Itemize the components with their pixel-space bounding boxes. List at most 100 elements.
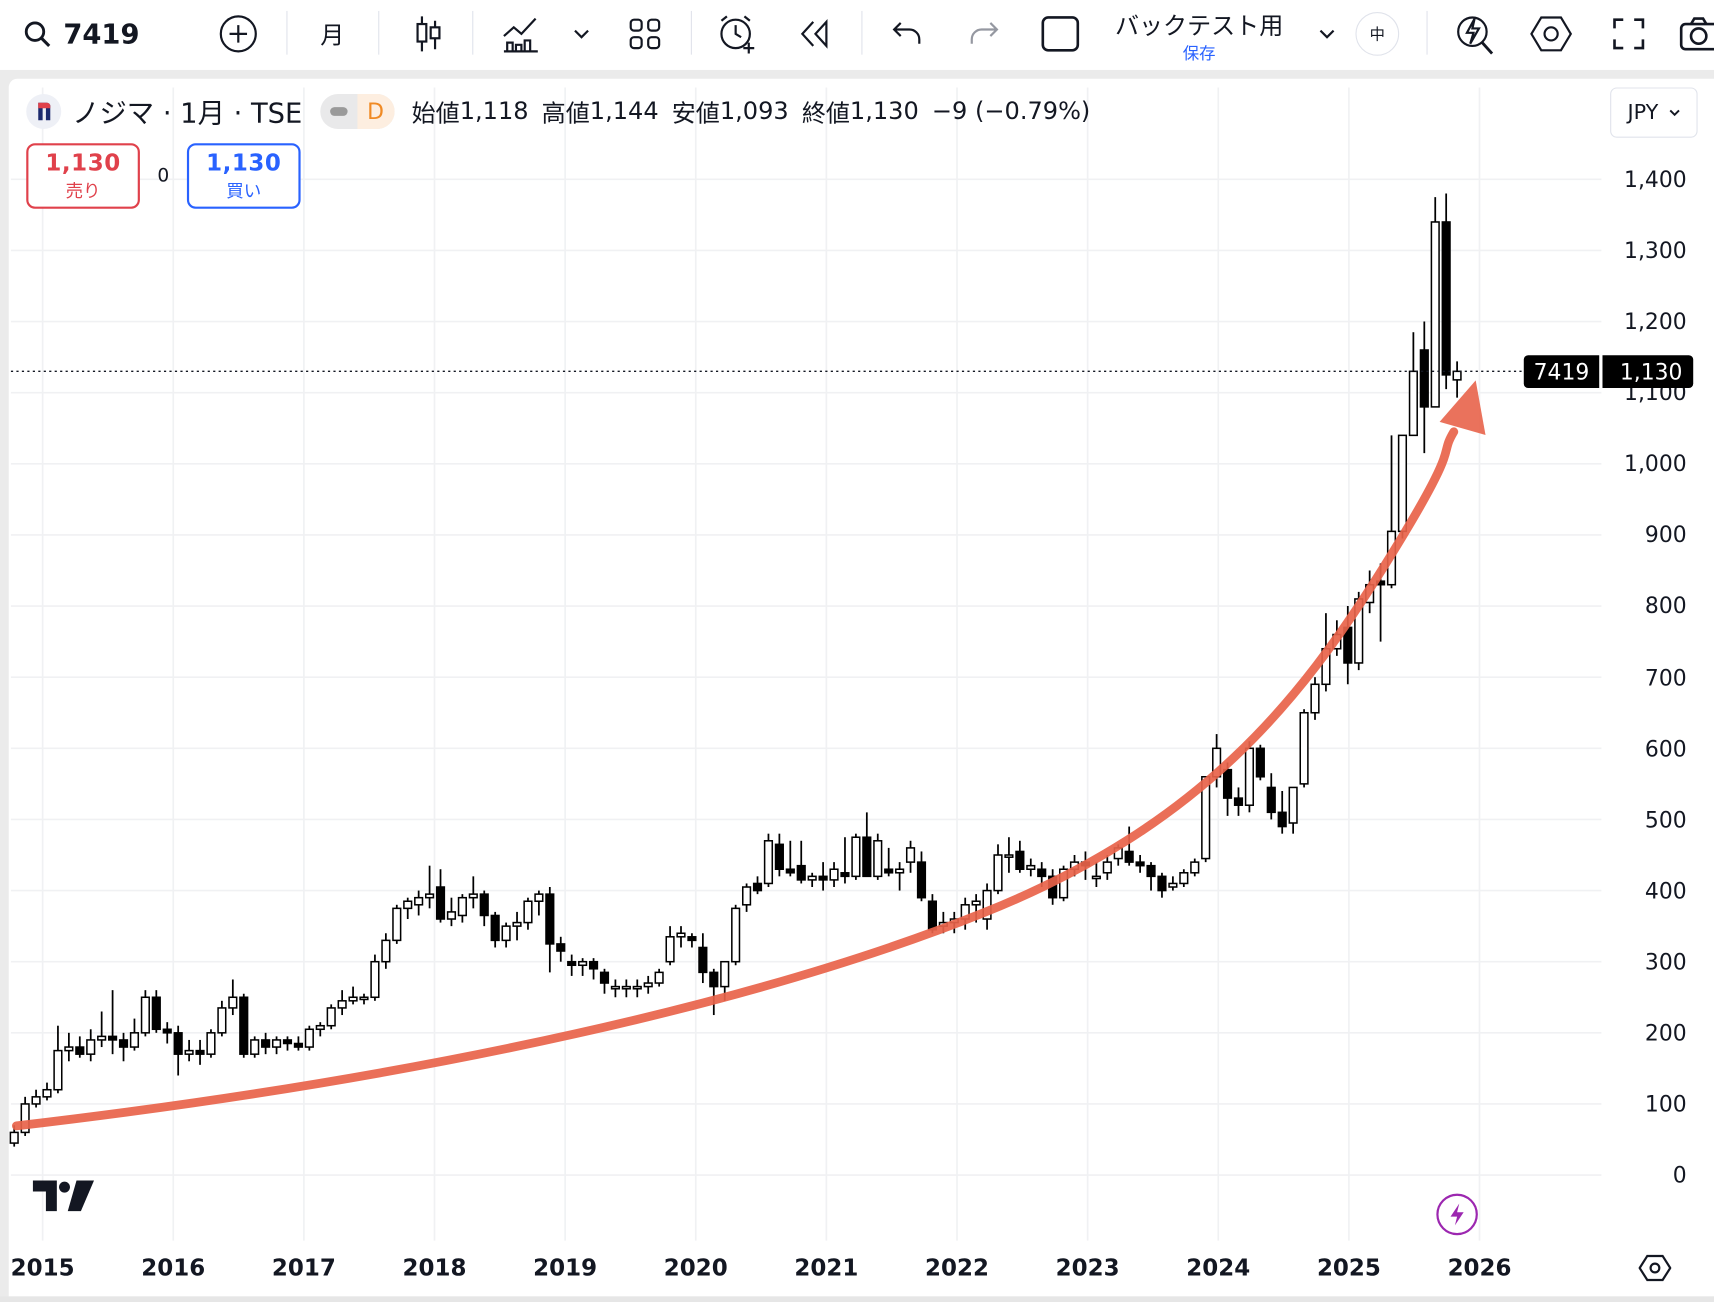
candle-body — [173, 1032, 183, 1055]
candle — [381, 933, 391, 969]
candle — [293, 1036, 304, 1051]
candle-body — [763, 840, 774, 885]
symbol-logo — [26, 94, 62, 129]
data-mode-toggle[interactable]: D — [319, 94, 395, 129]
divider — [286, 10, 288, 55]
candle-body — [1430, 221, 1440, 408]
candle — [523, 897, 533, 930]
candle-body — [9, 1131, 19, 1144]
candle — [1441, 193, 1451, 390]
buy-button[interactable]: 1,130 買い — [186, 143, 301, 209]
fullscreen-button[interactable] — [1607, 13, 1651, 55]
candle-body — [621, 985, 631, 990]
candle — [195, 1039, 205, 1065]
candle — [370, 954, 380, 1001]
candle — [709, 968, 719, 1016]
candle — [107, 990, 118, 1055]
axis-settings-button[interactable] — [1638, 1254, 1672, 1287]
candle-body — [1441, 221, 1451, 376]
candle — [534, 890, 544, 916]
snapshot-button[interactable] — [1679, 13, 1714, 55]
candle — [479, 890, 489, 927]
candle-body — [457, 896, 467, 917]
square-icon — [1041, 16, 1080, 52]
candle-body — [905, 847, 916, 863]
layout-button[interactable] — [623, 13, 667, 55]
symbol-title[interactable]: ノジマ · 1月 · TSE — [72, 97, 303, 129]
save-label[interactable]: 保存 — [1182, 43, 1216, 64]
candle — [545, 887, 555, 973]
sell-button[interactable]: 1,130 売り — [26, 143, 140, 209]
divider — [472, 10, 474, 55]
candle-body — [709, 971, 719, 988]
candle-body — [162, 1028, 172, 1034]
candle — [1244, 741, 1255, 813]
indicators-dropdown[interactable] — [568, 13, 594, 55]
candle-body — [1190, 861, 1200, 874]
candle-body — [1419, 349, 1429, 408]
candles-icon — [416, 16, 441, 52]
time-axis-label: 2019 — [533, 1254, 598, 1282]
candle-body — [140, 996, 150, 1034]
layout-name-button[interactable]: バックテスト用 保存 — [1106, 7, 1292, 65]
candle-body — [851, 836, 861, 878]
candle-body — [1452, 370, 1462, 381]
symbol-search-button[interactable]: 7419 — [22, 13, 153, 55]
time-axis-label: 2026 — [1447, 1254, 1512, 1282]
lightning-button[interactable] — [1436, 1193, 1478, 1236]
layout-name: バックテスト用 — [1114, 13, 1284, 41]
candle-body — [567, 960, 577, 967]
candle — [567, 954, 577, 976]
candle — [698, 933, 708, 984]
indicators-button[interactable] — [498, 13, 542, 55]
compare-symbol-button[interactable] — [216, 13, 260, 55]
candle — [1179, 869, 1189, 888]
candle-body — [195, 1049, 205, 1055]
candle-body — [424, 893, 435, 899]
candle — [217, 1000, 227, 1037]
undo-button[interactable] — [885, 13, 929, 55]
chevron-down-icon — [1319, 29, 1335, 39]
interval-button[interactable]: 月 — [320, 22, 345, 51]
quick-search-button[interactable] — [1452, 13, 1498, 55]
language-button[interactable]: 中 — [1355, 12, 1400, 56]
candle — [665, 926, 675, 966]
layout-dropdown[interactable] — [1314, 13, 1340, 55]
candle-body — [1004, 854, 1014, 858]
candle-body — [1244, 747, 1255, 806]
candle-body — [643, 982, 653, 988]
candle — [97, 1011, 107, 1048]
camera-icon — [1679, 17, 1714, 51]
candle-body — [534, 893, 544, 903]
candle-body — [654, 971, 664, 984]
candle — [796, 840, 806, 884]
layout-square-button[interactable] — [1038, 13, 1082, 55]
candle — [1277, 790, 1287, 834]
candle — [1288, 786, 1298, 834]
candle — [348, 986, 358, 1005]
currency-dropdown[interactable]: JPY — [1610, 87, 1698, 138]
candle-body — [1179, 872, 1189, 885]
candle-body — [1310, 683, 1320, 714]
candle — [1190, 858, 1200, 877]
candle — [271, 1036, 282, 1055]
alert-button[interactable] — [715, 13, 761, 55]
candle-body — [20, 1103, 30, 1134]
chart-type-button[interactable] — [407, 13, 451, 55]
candle — [1408, 332, 1418, 437]
price-tag-value: 1,130 — [1602, 354, 1694, 388]
close-value: 1,130 — [849, 97, 919, 126]
candle — [840, 837, 850, 884]
candle — [785, 840, 795, 877]
settings-button[interactable] — [1528, 13, 1574, 55]
replay-button[interactable] — [794, 13, 838, 55]
divider — [690, 10, 692, 55]
redo-button[interactable] — [962, 13, 1006, 55]
price-axis-label: 1,400 — [1624, 166, 1687, 193]
candle-body — [774, 843, 784, 870]
candle-body — [392, 907, 402, 942]
candle — [359, 993, 369, 1005]
price-axis-label: 700 — [1644, 664, 1687, 691]
time-axis-label: 2025 — [1316, 1254, 1381, 1282]
